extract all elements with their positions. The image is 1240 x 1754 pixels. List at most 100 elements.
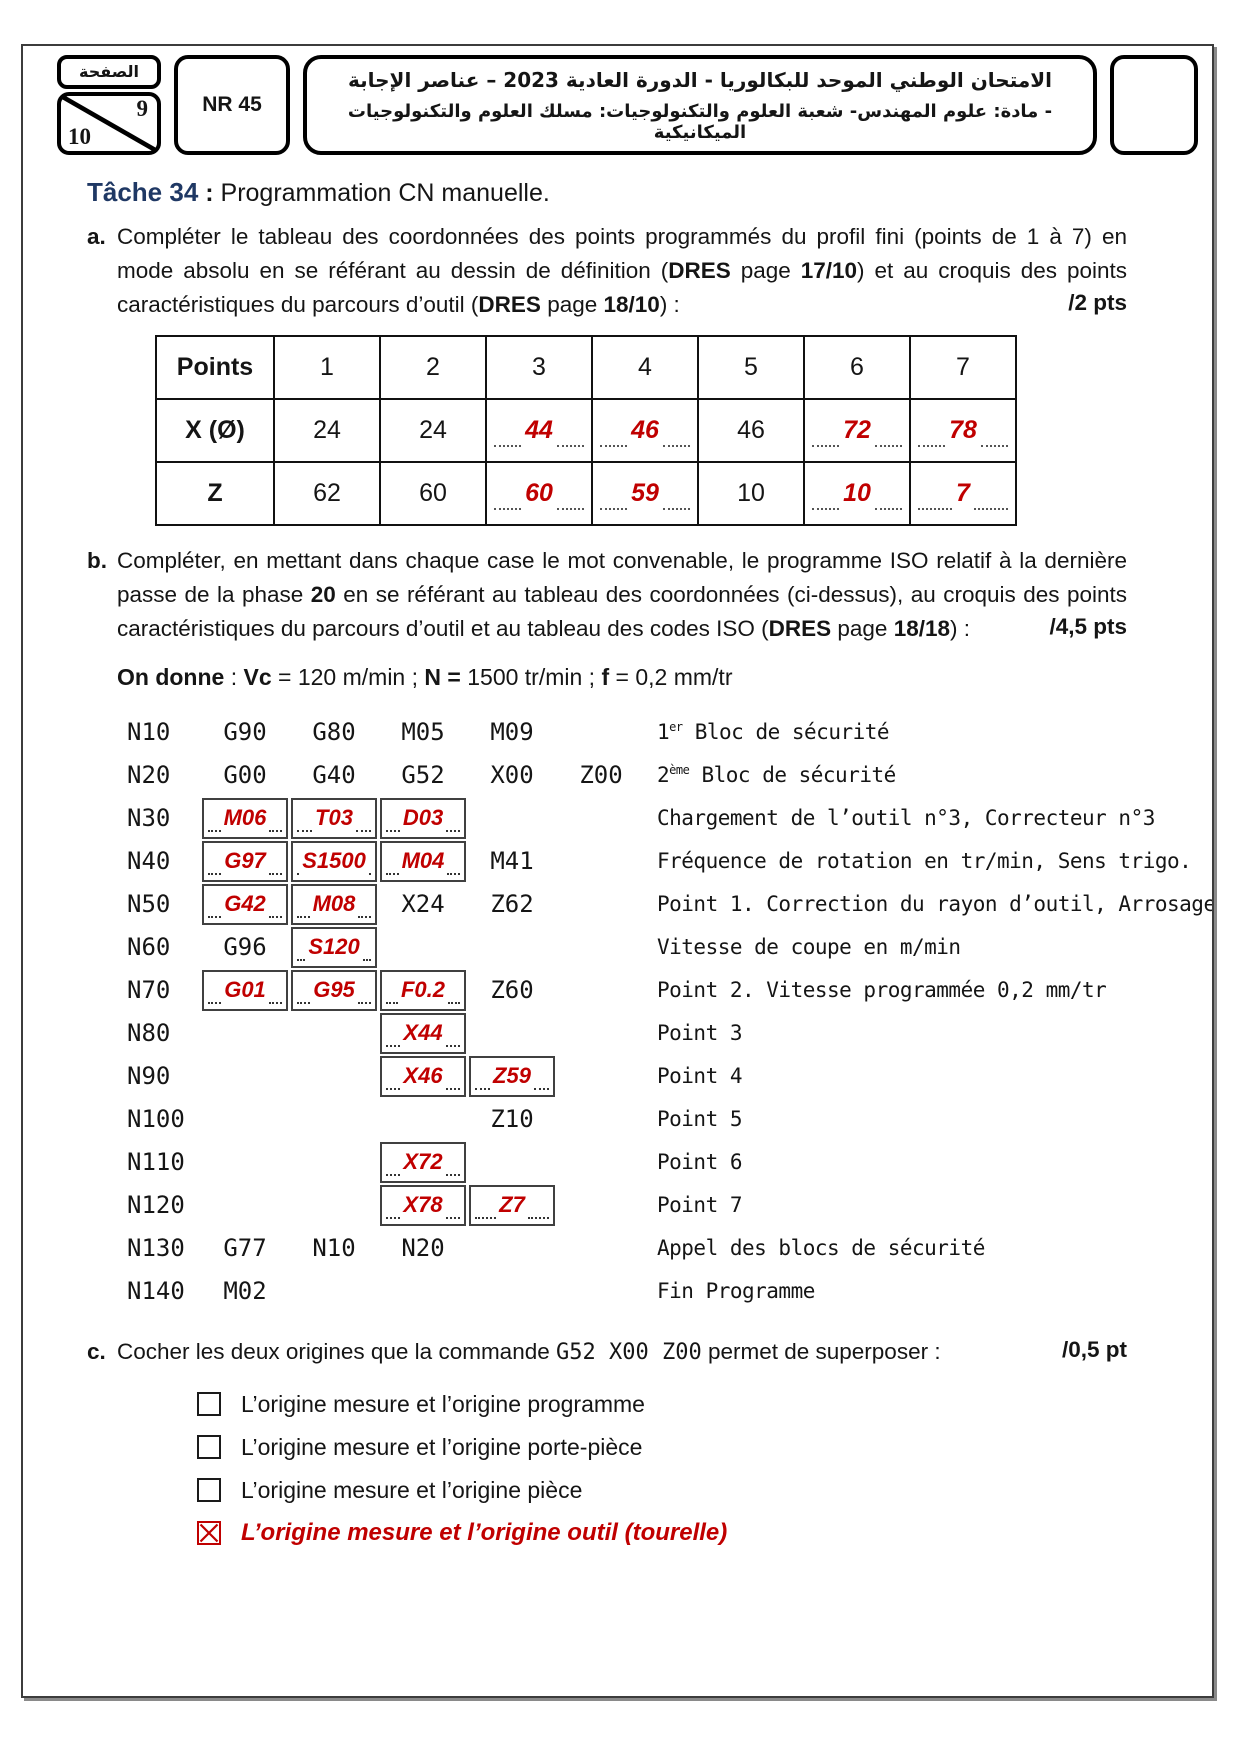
x-answer-cell[interactable]: 72	[803, 398, 911, 464]
checkbox-checked-icon[interactable]	[197, 1521, 221, 1545]
answer-box[interactable]: G97	[202, 840, 288, 882]
page-fraction-box: 9 10	[57, 92, 161, 155]
exam-page: الصفحة 9 10 NR 45 الامتحان الوطني الموحد…	[21, 44, 1214, 1698]
section-b-points: /4,5 pts	[1049, 613, 1127, 639]
section-b-text: Compléter, en mettant dans chaque case l…	[117, 548, 1127, 641]
program-comment: Point 3	[657, 1021, 743, 1045]
section-a-text: Compléter le tableau des coordonnées des…	[117, 224, 1127, 317]
answer-box[interactable]: F0.2	[380, 969, 466, 1011]
row-label-z: Z	[155, 461, 275, 527]
answer-box[interactable]: T03	[291, 797, 377, 839]
program-comment: Point 4	[657, 1064, 743, 1088]
column-header: 1	[273, 335, 381, 401]
z-answer-cell[interactable]: 10	[803, 461, 911, 527]
program-comment: Point 7	[657, 1193, 743, 1217]
block-number: N100	[127, 1105, 185, 1133]
program-comment: Chargement de l’outil n°3, Correcteur n°…	[657, 806, 1155, 830]
code-cell: G90	[223, 718, 267, 746]
section-a-letter: a.	[87, 224, 106, 249]
answer-box[interactable]: D03	[380, 797, 466, 839]
program-comment: Point 5	[657, 1107, 743, 1131]
table-row-x: X (Ø) 24 24 44 46 46 72 78	[155, 398, 1017, 464]
column-header: 5	[697, 335, 805, 401]
code-cell: Z62	[490, 890, 534, 918]
program-comment: Fin Programme	[657, 1279, 815, 1303]
code-cell: M09	[490, 718, 534, 746]
program-row-n40: N40 G97 S1500 M04 M41 Fréquence de rotat…	[127, 840, 1192, 883]
column-header: 4	[591, 335, 699, 401]
block-number: N140	[127, 1277, 185, 1305]
program-row-n80: N80 X44 Point 3	[127, 1012, 1172, 1055]
table-header-row: Points 1 2 3 4 5 6 7	[155, 335, 1017, 401]
answer-box[interactable]: Z59	[469, 1055, 555, 1097]
section-c: c. Cocher les deux origines que la comma…	[87, 1335, 1127, 1369]
answer-box[interactable]: X46	[380, 1055, 466, 1097]
option-row: L’origine mesure et l’origine pièce	[197, 1469, 1172, 1512]
page-current: 9	[136, 96, 149, 121]
option-label: L’origine mesure et l’origine programme	[241, 1390, 645, 1417]
program-comment: Fréquence de rotation en tr/min, Sens tr…	[657, 849, 1192, 873]
block-number: N30	[127, 804, 171, 832]
section-c-points: /0,5 pt	[1061, 1336, 1127, 1362]
code-cell: G00	[223, 761, 267, 789]
exam-reference-badge: NR 45	[174, 55, 290, 155]
checkbox-unchecked-icon[interactable]	[197, 1478, 221, 1502]
answer-box[interactable]: X44	[380, 1012, 466, 1054]
program-comment: Point 1. Correction du rayon d’outil, Ar…	[657, 892, 1214, 916]
x-value-cell: 46	[697, 398, 805, 464]
block-number: N60	[127, 933, 171, 961]
checkbox-unchecked-icon[interactable]	[197, 1392, 221, 1416]
program-comment: Appel des blocs de sécurité	[657, 1236, 985, 1260]
answer-box[interactable]: X72	[380, 1141, 466, 1183]
given-data-line: On donne : Vc = 120 m/min ; N = 1500 tr/…	[117, 663, 733, 690]
option-label: L’origine mesure et l’origine outil (tou…	[241, 1519, 728, 1546]
exam-title-line2: - مادة: علوم المهندس- شعبة العلوم والتكن…	[347, 100, 1053, 143]
x-value-cell: 24	[379, 398, 487, 464]
x-answer-cell[interactable]: 78	[909, 398, 1017, 464]
program-comment: 2ème Bloc de sécurité	[657, 763, 896, 787]
answer-box[interactable]: S1500	[291, 840, 377, 882]
code-cell: X00	[490, 761, 534, 789]
program-row-n90: N90 X46 Z59 Point 4	[127, 1055, 1172, 1098]
answer-box[interactable]: G01	[202, 969, 288, 1011]
code-cell: G40	[312, 761, 356, 789]
answer-box[interactable]: M04	[380, 840, 466, 882]
program-comment: Point 6	[657, 1150, 743, 1174]
x-answer-cell[interactable]: 44	[485, 398, 593, 464]
code-cell: Z00	[579, 761, 623, 789]
checkbox-unchecked-icon[interactable]	[197, 1435, 221, 1459]
column-header: Points	[155, 335, 275, 401]
answer-box[interactable]: Z7	[469, 1184, 555, 1226]
answer-box[interactable]: M08	[291, 883, 377, 925]
exam-title-box: الامتحان الوطني الموحد للبكالوريا - الدو…	[303, 55, 1097, 155]
section-c-text: Cocher les deux origines que la commande…	[117, 1338, 941, 1365]
z-answer-cell[interactable]: 59	[591, 461, 699, 527]
answer-box[interactable]: X78	[380, 1184, 466, 1226]
option-label: L’origine mesure et l’origine porte-pièc…	[241, 1433, 643, 1460]
code-cell: Z60	[490, 976, 534, 1004]
column-header: 7	[909, 335, 1017, 401]
program-row-n70: N70 G01 G95 F0.2 Z60 Point 2. Vitesse pr…	[127, 969, 1172, 1012]
code-cell: Z10	[490, 1105, 534, 1133]
answer-box[interactable]: M06	[202, 797, 288, 839]
program-row-n60: N60 G96 S120 Vitesse de coupe en m/min	[127, 926, 1172, 969]
task-heading: Tâche 34 : Programmation CN manuelle.	[87, 177, 1172, 208]
program-comment: Point 2. Vitesse programmée 0,2 mm/tr	[657, 978, 1107, 1002]
section-b-letter: b.	[87, 548, 107, 574]
block-number: N20	[127, 761, 171, 789]
answer-box[interactable]: G95	[291, 969, 377, 1011]
x-answer-cell[interactable]: 46	[591, 398, 699, 464]
z-answer-cell[interactable]: 7	[909, 461, 1017, 527]
page-content: Tâche 34 : Programmation CN manuelle. a.…	[23, 155, 1212, 1555]
page-total: 10	[68, 124, 91, 149]
z-value-cell: 10	[697, 461, 805, 527]
code-cell: G52	[401, 761, 445, 789]
answer-box[interactable]: S120	[291, 926, 377, 968]
program-row-n100: N100 Z10 Point 5	[127, 1098, 1172, 1141]
z-answer-cell[interactable]: 60	[485, 461, 593, 527]
section-b: b. Compléter, en mettant dans chaque cas…	[87, 544, 1127, 645]
block-number: N10	[127, 718, 171, 746]
code-cell: M41	[490, 847, 534, 875]
answer-box[interactable]: G42	[202, 883, 288, 925]
iso-program: N10 G90 G80 M05 M09 1er Bloc de sécurité…	[127, 711, 1212, 1313]
